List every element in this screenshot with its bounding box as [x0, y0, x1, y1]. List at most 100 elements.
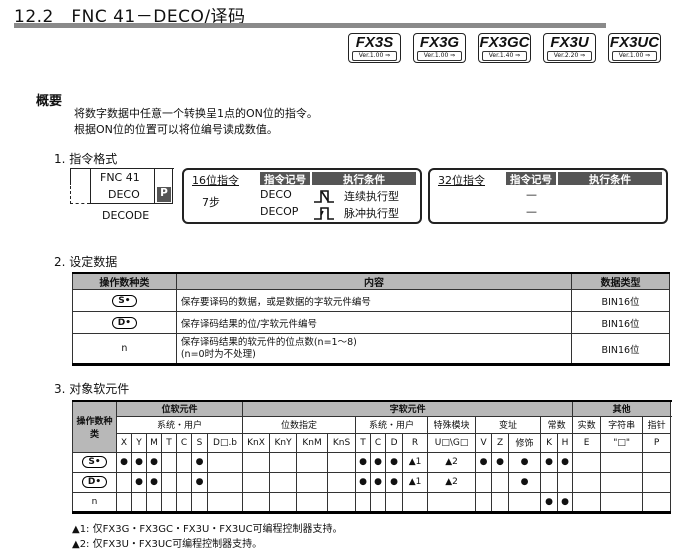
col-header: 操作数种类 — [72, 272, 177, 290]
instruction-block: FNC 41 DECO P — [70, 168, 174, 206]
settings-table: 操作数种类 内容 数据类型 S• 保存要译码的数据，或是数据的字软元件编号 BIN16位… — [72, 272, 670, 366]
applicability-cell — [572, 471, 602, 493]
device-column: 修饰 — [508, 432, 542, 453]
overview-line: 将数字数据中任意一个转换呈1点的ON位的指令。 — [74, 107, 318, 120]
b16-condition: 连续执行型 — [344, 190, 399, 203]
model-version: Ver.1.00 ⇒ — [417, 51, 462, 61]
group-header: 位软元件 — [115, 400, 244, 417]
operand-d: D• — [111, 316, 138, 329]
applicability-cell: ▲1 — [402, 471, 429, 493]
applicability-cell: ● — [131, 451, 147, 473]
model-name: FX3S — [355, 34, 394, 51]
col-header: 数据类型 — [571, 272, 670, 290]
model-badge: FX3UC Ver.1.00 ⇒ — [608, 33, 661, 63]
applicability-cell — [327, 491, 357, 514]
applicability-cell — [242, 491, 271, 514]
applicability-cell — [296, 451, 329, 473]
applicability-cell — [327, 471, 357, 493]
device-column: C — [370, 432, 387, 453]
content-cell: 保存译码结果的位/字软元件编号 — [175, 311, 573, 334]
note-2: ▲2: 仅FX3U・FX3UC可编程控制器支持。 — [72, 539, 263, 550]
table-row: n ● ● — [72, 491, 672, 514]
applicability-cell — [572, 491, 602, 514]
device-column: Z — [491, 432, 510, 453]
content-note: (n=0时为不处理) — [180, 348, 256, 360]
applicability-cell: ▲2 — [427, 451, 477, 473]
applicability-cell: ● — [370, 451, 387, 473]
subgroup-header: 变址 — [475, 415, 542, 434]
applicability-cell — [116, 471, 132, 493]
instruction-16bit-box: 16位指令 指令记号 执行条件 7步 DECO DECOP 连续执行型 脉冲执行… — [182, 168, 422, 224]
model-name: FX3GC — [479, 34, 530, 51]
overview-heading: 概要 — [36, 94, 63, 109]
model-version: Ver.2.20 ⇒ — [547, 51, 592, 61]
applicability-cell: ● — [355, 451, 372, 473]
applicability-cell — [475, 471, 493, 493]
applicability-cell: ● — [475, 451, 493, 473]
applicability-cell — [642, 451, 672, 473]
applicability-cell — [491, 491, 510, 514]
applicability-cell — [131, 491, 147, 514]
device-column: K — [540, 432, 559, 453]
operands-heading: 3. 对象软元件 — [54, 382, 130, 396]
table-row: D• ● ● ● ● ● ● ▲1 ▲2 ● — [72, 471, 672, 493]
device-column: R — [402, 432, 429, 453]
device-column: Y — [131, 432, 147, 453]
model-badges: FX3S Ver.1.00 ⇒ FX3G Ver.1.00 ⇒ FX3GC Ver.1.4… — [348, 33, 661, 63]
applicability-cell — [355, 491, 372, 514]
applicability-cell — [572, 451, 602, 473]
content-cell: 保存译码结果的软元件的位点数(n=1～8) — [180, 336, 357, 348]
operand-label: S• — [82, 456, 107, 468]
device-column: S — [191, 432, 208, 453]
model-badge: FX3U Ver.2.20 ⇒ — [543, 33, 596, 63]
note-1: ▲1: 仅FX3G・FX3GC・FX3U・FX3UC可编程控制器支持。 — [72, 524, 343, 535]
applicability-cell — [161, 471, 177, 493]
group-header: 其他 — [572, 400, 672, 417]
type-cell: BIN16位 — [571, 333, 670, 365]
applicability-cell: ● — [191, 471, 208, 493]
applicability-cell — [402, 491, 429, 514]
model-version: Ver.1.00 ⇒ — [352, 51, 397, 61]
applicability-cell — [161, 491, 177, 514]
model-badge: FX3GC Ver.1.40 ⇒ — [478, 33, 531, 63]
applicability-cell: ● — [508, 451, 542, 473]
operand-table: 操作数种类 位软元件 字软元件 其他 系统・用户 位数指定 系统・用户 特殊模块 变址 常数 实数字… — [72, 400, 672, 514]
device-column: X — [116, 432, 132, 453]
device-column: KnY — [269, 432, 298, 453]
applicability-cell — [491, 471, 510, 493]
applicability-cell — [176, 471, 192, 493]
type-header: 操作数种类 — [72, 400, 117, 453]
pulse-p-marker: P — [157, 187, 171, 202]
table-row: D• 保存译码结果的位/字软元件编号 BIN16位 — [72, 311, 670, 334]
fnc-number: FNC 41 — [100, 171, 140, 184]
group-header: 字软元件 — [242, 400, 574, 417]
applicability-cell — [600, 471, 644, 493]
applicability-cell — [296, 471, 329, 493]
content-cell: 保存要译码的数据，或是数据的字软元件编号 — [175, 289, 573, 312]
applicability-cell: ● — [540, 451, 559, 473]
applicability-cell: ▲1 — [402, 451, 429, 473]
model-name: FX3U — [550, 34, 589, 51]
device-column: D□.b — [206, 432, 244, 453]
subgroup-header: 系统・用户 — [355, 415, 429, 434]
subgroup-header: 指针 — [642, 415, 672, 434]
applicability-cell — [427, 491, 477, 514]
applicability-cell: ● — [191, 451, 208, 473]
b32-title: 32位指令 — [438, 174, 485, 187]
model-name: FX3G — [419, 34, 460, 51]
operand-s: S• — [112, 294, 137, 307]
b16-mnemonic: DECO — [260, 188, 292, 201]
device-column: P — [642, 432, 672, 453]
applicability-cell: ● — [146, 451, 162, 473]
b32-none: — — [526, 205, 537, 218]
applicability-cell — [557, 471, 574, 493]
applicability-cell — [475, 491, 493, 514]
type-cell: BIN16位 — [571, 289, 670, 312]
device-column: T — [355, 432, 372, 453]
applicability-cell: ● — [146, 471, 162, 493]
device-column: KnM — [296, 432, 329, 453]
settings-heading: 2. 设定数据 — [54, 255, 118, 269]
model-name: FX3UC — [609, 34, 660, 51]
applicability-cell — [269, 451, 298, 473]
applicability-cell — [206, 491, 244, 514]
